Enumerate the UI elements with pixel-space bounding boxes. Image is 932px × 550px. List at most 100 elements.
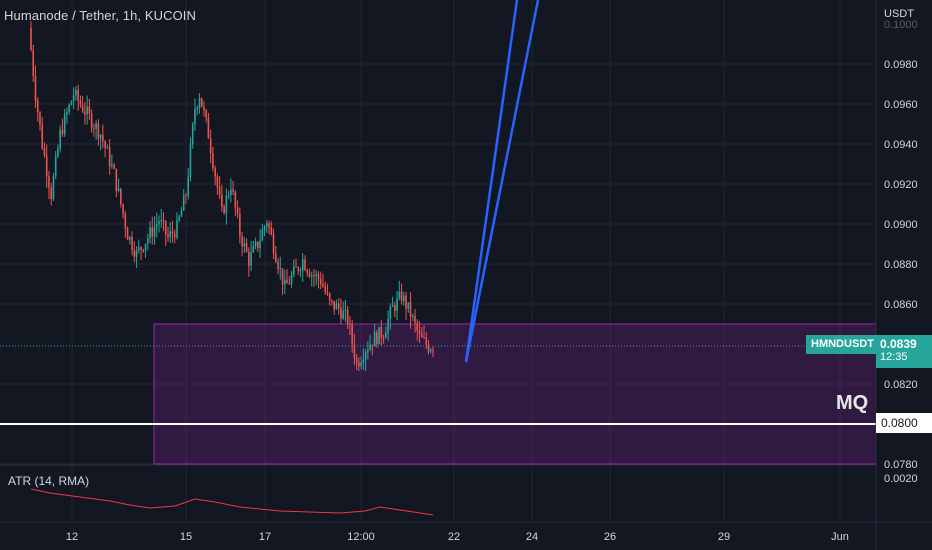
candle-body [308, 272, 311, 277]
mq-zone [153, 323, 877, 465]
candle-body [111, 164, 113, 167]
candle-body [245, 243, 248, 252]
candle-body [358, 362, 360, 367]
time-tick-label: 12:00 [347, 531, 375, 543]
candle-body [259, 240, 261, 249]
candle-body [158, 221, 160, 225]
candle-body [344, 309, 347, 311]
candle-body [88, 106, 91, 114]
grid-lines [0, 0, 876, 520]
candle-body [369, 344, 371, 350]
candle-body [61, 129, 64, 135]
candle-body [423, 337, 425, 339]
candle-body [144, 243, 147, 251]
candle-body [429, 350, 432, 352]
candle-body [367, 349, 369, 353]
candle-body [257, 241, 259, 249]
candle-body [102, 134, 104, 142]
candle-body [59, 129, 61, 149]
candle-body [427, 344, 430, 352]
candle-body [72, 95, 75, 102]
candle-body [151, 227, 154, 237]
candle-body [171, 231, 174, 234]
candle-body [333, 300, 335, 310]
price-axis[interactable]: 0.0980 0.0960 0.0940 0.0920 0.0900 0.0880 0.08… [875, 0, 918, 550]
candle-body [160, 219, 163, 222]
candle-body [331, 300, 333, 302]
candle-body [432, 350, 434, 352]
candle-body [288, 283, 291, 285]
candle-body [185, 195, 187, 197]
candle-body [400, 291, 403, 302]
time-tick-label: 22 [448, 531, 460, 543]
candle-body [41, 124, 44, 149]
price-tick-label: 0.0940 [884, 139, 918, 151]
candle-body [48, 176, 50, 188]
price-tick-label: 0.0900 [884, 219, 918, 231]
candle-body [214, 168, 216, 177]
candle-body [120, 188, 122, 205]
candle-body [301, 259, 304, 271]
candle-body [342, 310, 344, 319]
candle-body [396, 297, 398, 311]
candle-body [113, 164, 115, 169]
candle-body [385, 332, 387, 339]
candle-body [198, 97, 201, 108]
candle-body [398, 291, 401, 298]
zone-label: MQ [836, 392, 869, 414]
candle-body [99, 134, 102, 139]
candle-body [57, 148, 59, 157]
candle-body [411, 315, 414, 317]
candle-body [146, 238, 149, 244]
candle-body [173, 233, 176, 238]
candle-body [234, 191, 237, 208]
candle-body [221, 194, 223, 207]
candle-body [313, 275, 315, 277]
time-tick-label: 29 [718, 531, 730, 543]
time-tick-label: 12 [66, 531, 78, 543]
candle-body [95, 123, 97, 129]
candle-body [36, 100, 39, 113]
time-tick-label: 17 [259, 531, 271, 543]
candle-body [203, 106, 205, 111]
candle-body [250, 251, 252, 266]
candle-body [353, 343, 356, 359]
candle-body [407, 302, 410, 310]
candle-body [135, 250, 138, 257]
time-tick-label: 15 [180, 531, 192, 543]
candle-body [337, 303, 340, 309]
zone-rect [153, 323, 877, 465]
candle-body [205, 110, 207, 118]
time-tick-label: Jun [831, 531, 849, 543]
candle-body [299, 270, 302, 272]
candle-body [277, 261, 279, 270]
atr-indicator-label[interactable]: ATR (14, RMA) [8, 474, 90, 488]
price-tick-label: 0.0980 [884, 59, 918, 71]
current-price-tag: 0.0839 12:35 [876, 335, 932, 368]
candle-body [227, 195, 230, 197]
candle-body [297, 267, 300, 272]
candle-body [133, 250, 136, 257]
candle-body [149, 227, 151, 239]
candle-body [43, 148, 46, 156]
candle-body [75, 90, 77, 96]
price-tick-label-top: 0.1000 [884, 19, 918, 31]
candles [30, 21, 434, 372]
candle-body [232, 189, 234, 192]
candle-body [292, 266, 295, 276]
candle-body [50, 187, 53, 199]
time-axis[interactable]: 12 15 17 12:00 22 24 26 29 Jun [0, 464, 932, 543]
candle-body [200, 97, 203, 107]
candle-body [126, 228, 129, 240]
candle-body [189, 144, 192, 177]
candle-body [283, 280, 286, 285]
candle-body [115, 168, 118, 191]
candle-body [79, 100, 82, 105]
candle-body [45, 155, 48, 177]
candle-body [268, 223, 270, 228]
level-lines [0, 345, 876, 425]
candle-body [281, 268, 284, 285]
currency-label: USDT [884, 8, 914, 20]
projection-line-steep [464, 0, 519, 363]
